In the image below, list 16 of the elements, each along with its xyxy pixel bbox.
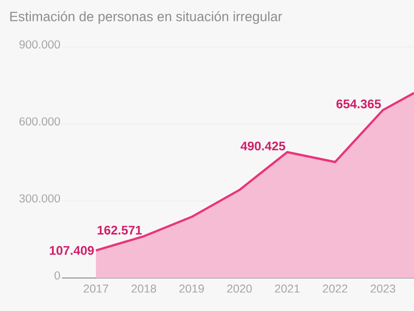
x-tick-label: 2017 <box>84 284 108 293</box>
chart-title: Estimación de personas en situación irregular <box>10 11 282 24</box>
x-tick-label: 2020 <box>227 284 252 293</box>
x-tick-label: 2019 <box>179 284 204 293</box>
y-tick-label: 900.000 <box>19 40 60 48</box>
x-tick-label: 2018 <box>132 284 156 293</box>
x-tick-label: 2021 <box>275 284 300 293</box>
x-tick-label: 2022 <box>322 284 348 293</box>
y-tick-label: 600.000 <box>19 117 60 126</box>
y-tick-label: 300.000 <box>19 194 60 202</box>
text: 162.571 <box>98 226 142 235</box>
text: 490.425 <box>240 142 286 150</box>
x-tick-label: 2023 <box>370 284 396 293</box>
text: 107.409 <box>50 246 94 255</box>
text: 654.365 <box>336 99 381 108</box>
y-tick-label: 0 <box>54 271 60 280</box>
